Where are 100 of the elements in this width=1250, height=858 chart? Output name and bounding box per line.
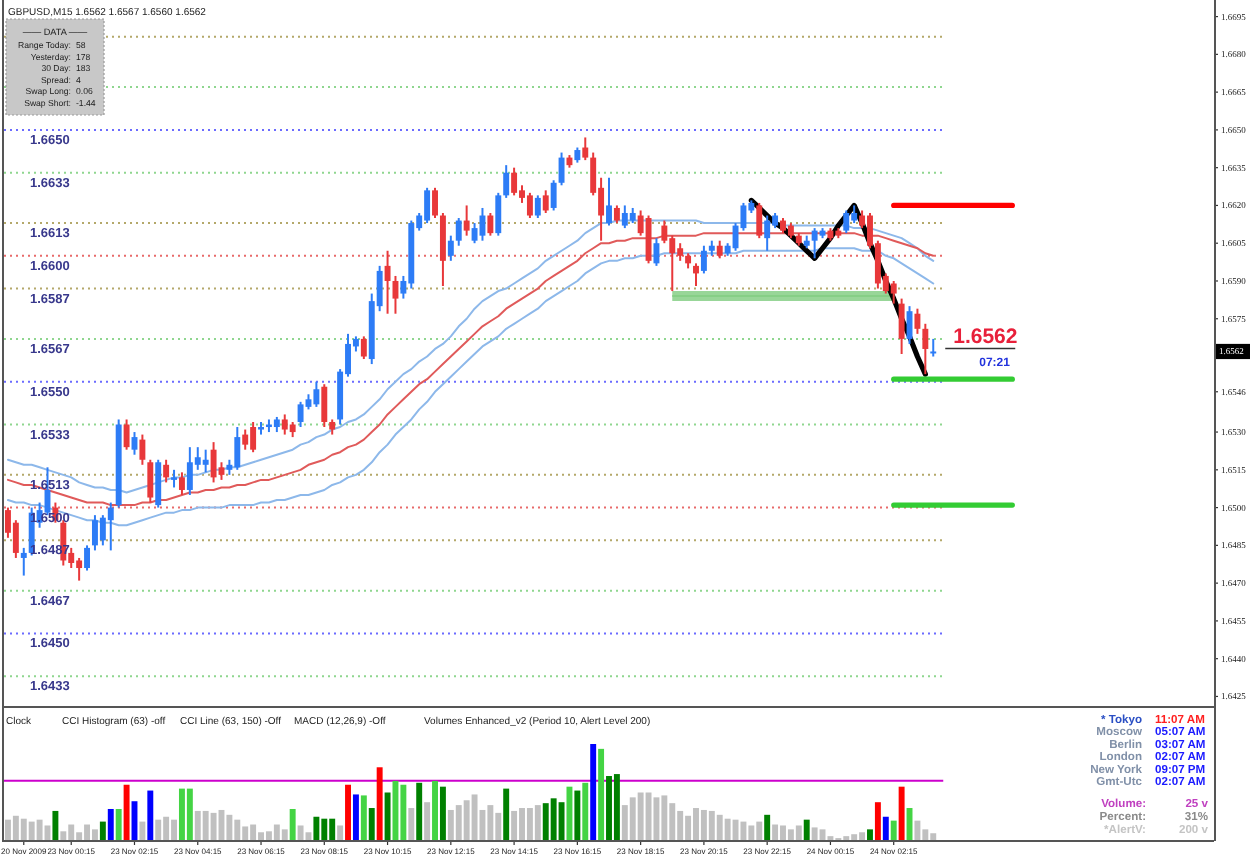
bar: [281, 829, 288, 841]
bar: [558, 802, 565, 841]
candlestick: [582, 136, 589, 162]
bar: [526, 808, 533, 841]
bar: [874, 802, 881, 841]
bar: [12, 815, 19, 841]
bar: [598, 748, 605, 841]
candlestick: [811, 227, 818, 260]
candlestick: [163, 458, 170, 484]
bar: [606, 776, 612, 841]
bar: [258, 832, 264, 841]
bar: [890, 820, 897, 841]
candlestick: [606, 176, 612, 227]
bar: [700, 809, 707, 841]
bar: [432, 780, 438, 841]
bar: [661, 795, 668, 841]
bar: [898, 786, 905, 841]
candlestick: [242, 428, 249, 451]
bar: [289, 808, 296, 841]
bar: [685, 815, 692, 841]
candlestick: [511, 166, 518, 197]
candlestick: [84, 544, 90, 572]
bar: [202, 810, 209, 841]
bar: [265, 831, 272, 841]
bar: [463, 800, 470, 841]
candlestick: [250, 420, 257, 454]
candlestick: [914, 307, 921, 335]
candlestick: [432, 186, 438, 220]
bar: [613, 774, 620, 841]
bar: [455, 805, 462, 841]
bar: [76, 832, 83, 841]
bar: [115, 808, 122, 841]
candlestick: [107, 501, 114, 552]
bar: [922, 829, 929, 841]
candlestick: [645, 214, 652, 265]
bar: [400, 784, 407, 841]
bar: [542, 803, 549, 841]
candlestick: [147, 458, 154, 504]
bar: [787, 829, 794, 841]
bar: [242, 826, 249, 841]
candlestick: [495, 191, 502, 237]
bar: [748, 825, 755, 841]
bar: [68, 824, 75, 841]
bar: [155, 819, 162, 841]
candlestick: [534, 194, 541, 220]
bar: [171, 819, 177, 841]
bar: [139, 821, 146, 841]
candlestick: [99, 514, 106, 547]
candlestick: [930, 337, 937, 358]
candlestick: [843, 209, 850, 235]
bar: [803, 819, 810, 841]
candlestick: [463, 204, 470, 237]
bar: [693, 808, 699, 841]
candlestick: [653, 237, 660, 267]
candlestick: [455, 217, 462, 247]
bar: [297, 825, 304, 841]
bar: [313, 816, 320, 841]
bar: [708, 810, 715, 841]
candlestick: [76, 556, 83, 582]
bar: [914, 820, 921, 841]
bar: [368, 808, 375, 841]
bar: [637, 792, 644, 841]
bar: [859, 832, 866, 841]
bar: [194, 810, 201, 841]
bar: [795, 825, 802, 841]
candlestick: [178, 471, 185, 497]
candlestick: [91, 514, 98, 552]
bar: [740, 821, 747, 841]
candlestick: [526, 191, 533, 220]
bar: [416, 782, 423, 841]
bar: [352, 794, 359, 841]
bar: [360, 795, 367, 841]
bar: [772, 824, 779, 841]
candlestick: [669, 234, 676, 293]
bar: [930, 833, 937, 841]
bar: [186, 788, 193, 841]
candlestick: [487, 211, 494, 237]
candlestick: [321, 383, 328, 429]
bar: [534, 805, 541, 841]
bar: [716, 814, 723, 841]
bar: [178, 788, 185, 841]
bar: [471, 794, 478, 841]
bar: [629, 797, 636, 841]
bar: [851, 834, 858, 841]
bar: [756, 821, 763, 841]
candlestick: [281, 413, 288, 436]
candlestick: [558, 151, 565, 187]
bar: [677, 810, 684, 841]
bar: [503, 788, 510, 841]
bar: [511, 810, 518, 841]
candlestick: [20, 546, 27, 577]
bar: [36, 819, 43, 841]
bar: [273, 824, 280, 841]
candlestick: [155, 458, 162, 509]
candlestick: [661, 219, 668, 245]
candlestick: [700, 244, 707, 275]
bar: [147, 790, 154, 841]
bar: [882, 816, 889, 841]
bar: [250, 824, 257, 841]
candlestick: [384, 249, 391, 315]
